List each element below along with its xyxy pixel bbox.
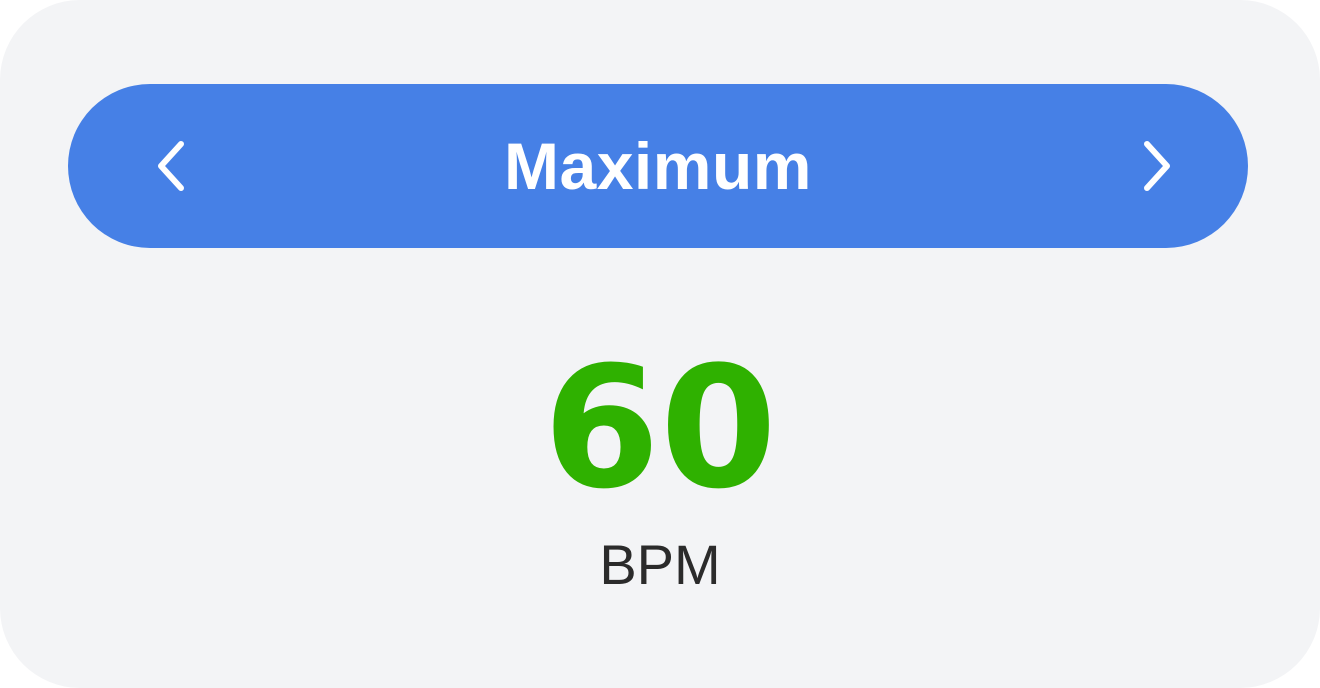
bpm-value: 60 [543, 330, 777, 526]
chevron-left-icon [158, 141, 184, 191]
stat-title: Maximum [504, 129, 812, 203]
chevron-right-icon [1144, 141, 1170, 191]
previous-button[interactable] [116, 84, 226, 248]
next-button[interactable] [1102, 84, 1212, 248]
stat-selector: Maximum [68, 84, 1248, 248]
bpm-unit-label: BPM [599, 533, 721, 596]
